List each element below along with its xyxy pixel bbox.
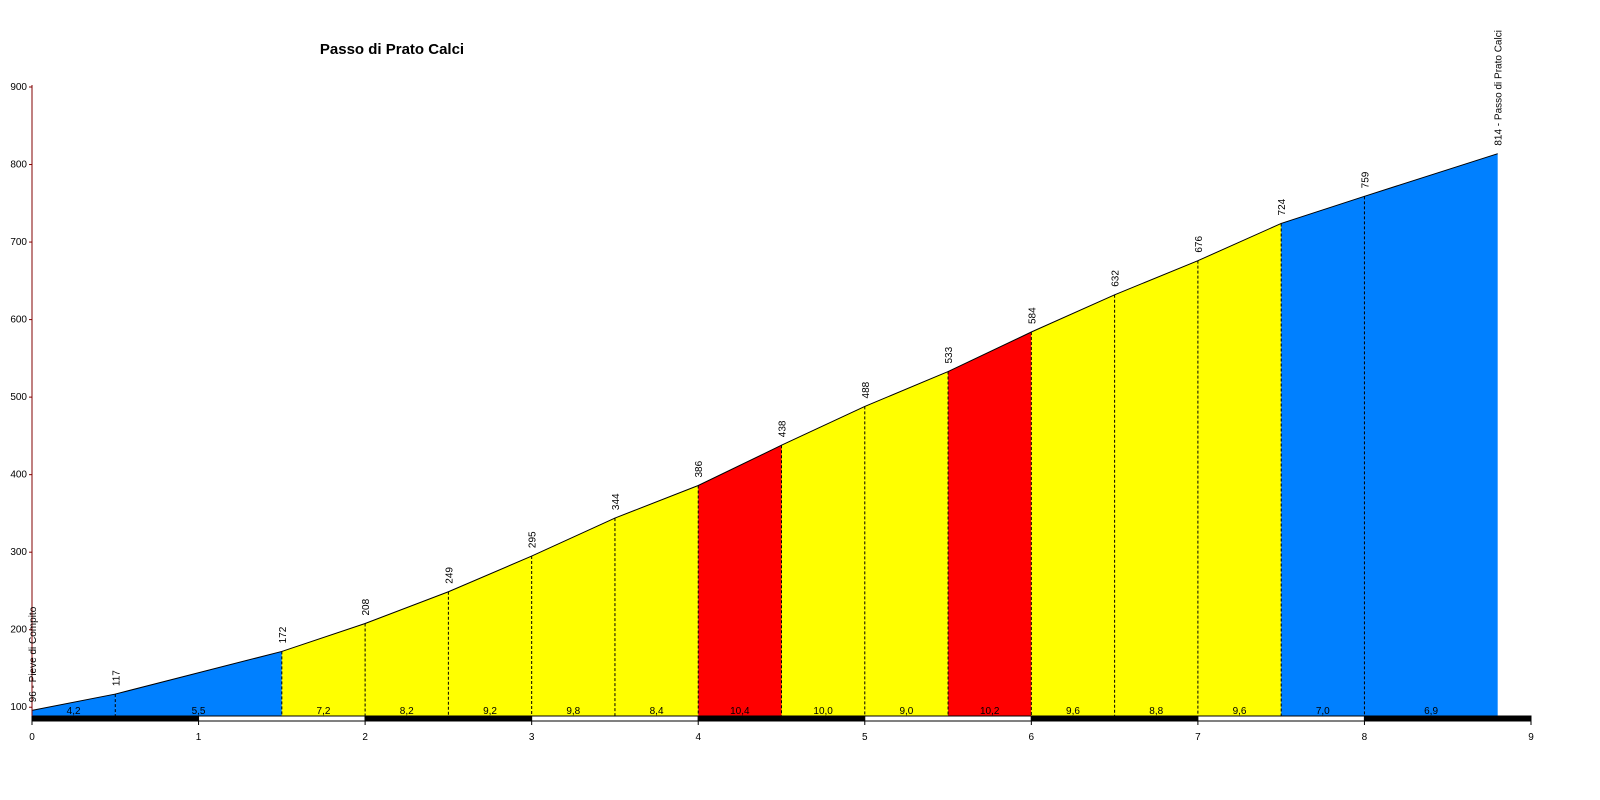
elevation-label: 632 [1111, 270, 1122, 287]
y-tick-label: 400 [10, 470, 27, 481]
elevation-label: 584 [1027, 307, 1038, 324]
segment-fill [1364, 153, 1498, 717]
gradient-label: 9,6 [1066, 706, 1080, 717]
elevation-label: 117 [111, 670, 122, 686]
y-tick-label: 200 [10, 625, 27, 636]
gradient-label: 9,8 [566, 706, 580, 717]
segment-fill [614, 485, 699, 716]
x-tick-label: 6 [1029, 732, 1035, 743]
gradient-label: 5,5 [192, 706, 206, 717]
profile-line [31, 153, 1498, 711]
elevation-label: 488 [861, 381, 872, 398]
y-tick-label: 800 [10, 160, 27, 171]
elevation-label: 724 [1277, 198, 1288, 215]
segment-fill [1031, 294, 1115, 716]
elevation-label: 208 [361, 598, 372, 615]
gradient-label: 10,2 [980, 706, 1000, 717]
gradient-label: 10,0 [813, 706, 833, 717]
distance-bar-km [1030, 715, 1199, 722]
segment-fill [781, 406, 865, 716]
y-tick-label: 500 [10, 392, 27, 403]
gradient-label: 8,4 [650, 706, 664, 717]
x-tick-label: 5 [862, 732, 868, 743]
segment-fill [365, 591, 449, 716]
segment-fills [32, 153, 1498, 717]
elevation-label: 438 [778, 420, 789, 437]
elevation-label: 96 - Pieve di Compito [28, 606, 39, 702]
x-tick-label: 3 [529, 732, 535, 743]
y-tick-label: 700 [10, 237, 27, 248]
segment-fill [1197, 223, 1282, 716]
distance-bar-km [697, 715, 866, 722]
distance-bar-km [31, 715, 200, 722]
segment-fill [115, 651, 282, 716]
y-tick-label: 100 [10, 702, 27, 713]
chart-title: Passo di Prato Calci [320, 41, 464, 58]
elevation-label: 249 [444, 567, 455, 584]
gradient-label: 7,0 [1316, 706, 1330, 717]
gradient-labels: 4,2 5,5 7,2 8,2 9,2 9,8 8,4 10,4 10,0 9,0 10,2 9,6 8… [67, 706, 1439, 717]
elevation-label: 533 [944, 346, 955, 363]
y-tick-label: 600 [10, 315, 27, 326]
distance-bar-km [1197, 715, 1365, 722]
x-tick-label: 9 [1528, 732, 1534, 743]
elevation-label: 172 [278, 626, 289, 643]
gradient-label: 8,8 [1149, 706, 1163, 717]
distance-bar-km [531, 715, 699, 722]
gradient-label: 6,9 [1424, 706, 1438, 717]
elevation-label: 344 [611, 493, 622, 510]
segment-fill [1281, 196, 1365, 717]
gradient-label: 4,2 [67, 706, 81, 717]
x-tick-label: 7 [1195, 732, 1201, 743]
x-tick-label: 1 [196, 732, 202, 743]
gradient-label: 8,2 [400, 706, 414, 717]
distance-bar-km [198, 715, 366, 722]
elevation-label: 295 [528, 531, 539, 548]
segment-fill [948, 331, 1032, 716]
elevation-label: 676 [1194, 236, 1205, 253]
y-tick-label: 300 [10, 547, 27, 558]
elevation-labels: 96 - Pieve di Compito 117 172 208 249 295 344 3… [28, 30, 1505, 702]
distance-bar-km [364, 715, 533, 722]
elevation-label: 759 [1360, 171, 1371, 188]
x-tick-label: 0 [29, 732, 35, 743]
gradient-label: 10,4 [730, 706, 750, 717]
distance-bar [31, 715, 1532, 722]
y-tick-label: 900 [10, 82, 27, 93]
segment-fill [531, 518, 615, 716]
distance-bar-km [1363, 715, 1532, 722]
elevation-label: 814 - Passo di Prato Calci [1494, 30, 1505, 146]
gradient-label: 7,2 [317, 706, 331, 717]
segment-fill [1114, 260, 1198, 716]
x-tick-label: 8 [1362, 732, 1368, 743]
axes: 100 200 300 400 500 600 700 800 900 0 1 2 3 4 5 6 7 8 9 [10, 82, 1534, 743]
gradient-label: 9,0 [899, 706, 913, 717]
elevation-label: 386 [694, 460, 705, 477]
x-tick-label: 2 [362, 732, 368, 743]
segment-fill [864, 371, 949, 716]
distance-bar-km [864, 715, 1032, 722]
segment-dividers [114, 196, 1365, 716]
gradient-label: 9,6 [1233, 706, 1247, 717]
segment-fill [698, 445, 782, 716]
gradient-label: 9,2 [483, 706, 497, 717]
profile-line-group [31, 153, 1498, 711]
segment-fill [281, 623, 366, 716]
segment-fill [448, 556, 532, 716]
x-tick-label: 4 [695, 732, 701, 743]
segment-fill [32, 694, 116, 716]
